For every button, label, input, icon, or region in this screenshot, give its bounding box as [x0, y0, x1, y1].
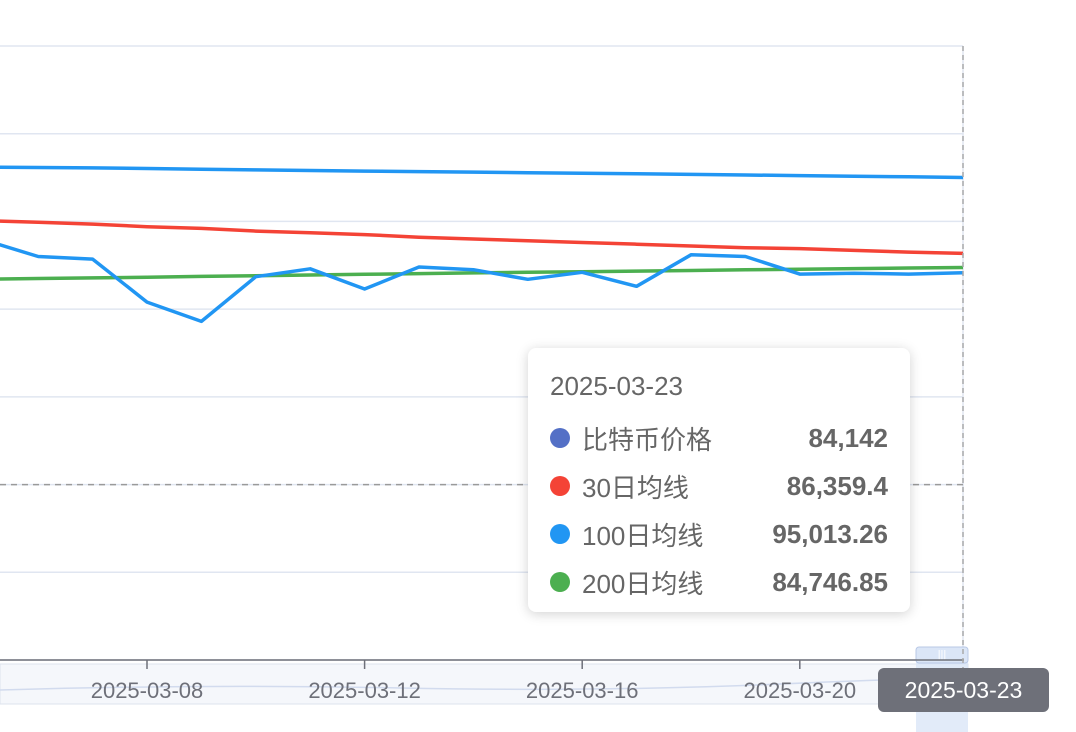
tooltip-row-ma100: 100日均线 95,013.26 — [550, 510, 888, 558]
series-dot-icon — [550, 524, 570, 544]
tooltip-series-value: 86,359.4 — [786, 470, 888, 501]
series-line-2 — [0, 165, 964, 180]
x-tick-label: 2025-03-08 — [91, 678, 204, 703]
x-axis-ticks: 2025-03-08 2025-03-12 2025-03-16 2025-03-20 — [91, 660, 856, 703]
series-line-1 — [0, 219, 964, 256]
datazoom-handle-grip-icon: ||| — [938, 649, 947, 661]
tooltip: 2025-03-23 比特币价格 84,142 30日均线 86,359.4 1… — [528, 348, 910, 612]
tooltip-series-name: 100日均线 — [582, 520, 704, 551]
series-line-0 — [0, 242, 964, 324]
tooltip-series-name: 30日均线 — [582, 472, 689, 503]
x-tick-label: 2025-03-20 — [744, 678, 857, 703]
datazoom-slider-track[interactable] — [0, 663, 969, 705]
tooltip-series-name: 比特币价格 — [582, 424, 713, 455]
tooltip-row-btc: 比特币价格 84,142 — [550, 414, 888, 462]
x-tick-label: 2025-03-12 — [308, 678, 421, 703]
tooltip-row-ma30: 30日均线 86,359.4 — [550, 462, 888, 510]
series-lines — [0, 165, 964, 324]
axis-pointer-label: 2025-03-23 — [878, 668, 1049, 712]
tooltip-series-name: 200日均线 — [582, 568, 704, 599]
x-tick-label: 2025-03-16 — [526, 678, 639, 703]
series-dot-icon — [550, 428, 570, 448]
series-dot-icon — [550, 572, 570, 592]
series-dot-icon — [550, 476, 570, 496]
tooltip-row-ma200: 200日均线 84,746.85 — [550, 558, 888, 606]
tooltip-date: 2025-03-23 — [550, 371, 683, 401]
tooltip-series-value: 84,142 — [808, 422, 888, 453]
datazoom-handle[interactable] — [915, 646, 969, 664]
tooltip-series-value: 84,746.85 — [772, 566, 888, 597]
tooltip-series-value: 95,013.26 — [772, 518, 888, 549]
